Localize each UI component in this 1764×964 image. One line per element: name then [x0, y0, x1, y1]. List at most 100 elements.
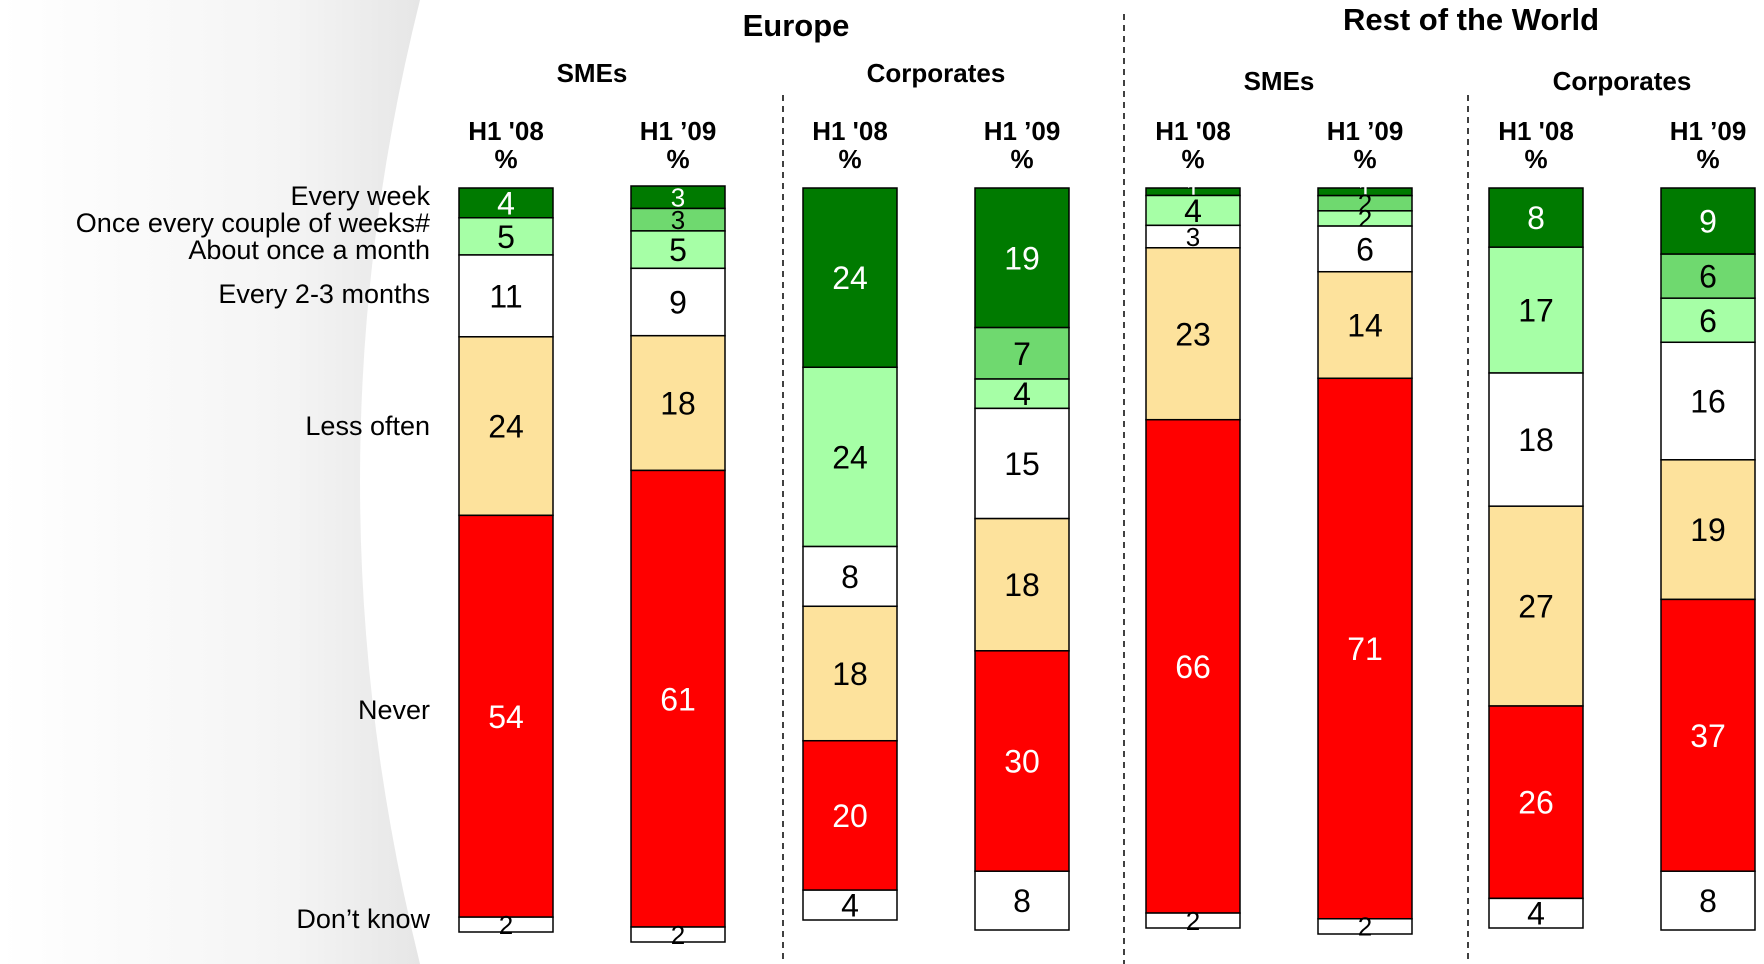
bar-segment — [802, 739, 898, 891]
data-label: 18 — [660, 386, 696, 422]
data-label: 30 — [1004, 744, 1040, 780]
row-label: Once every couple of weeks# — [76, 208, 430, 238]
bar-segment — [1660, 341, 1756, 461]
data-label: 5 — [669, 232, 687, 268]
segment-title: Corporates — [1553, 66, 1692, 96]
data-label: 8 — [1699, 883, 1717, 919]
bar-segment — [1145, 418, 1241, 914]
bar-segment — [458, 336, 554, 517]
row-label: Every week — [290, 181, 430, 211]
bar-segment — [974, 407, 1070, 520]
bar-segment — [974, 326, 1070, 380]
data-label: 66 — [1175, 649, 1211, 685]
bar-segment — [974, 517, 1070, 652]
data-label: 3 — [1186, 222, 1200, 252]
bar-segment — [1145, 912, 1241, 929]
data-label: 2 — [1358, 912, 1372, 942]
data-label: 24 — [488, 409, 524, 445]
bar-segment — [974, 378, 1070, 410]
data-label: 19 — [1004, 240, 1040, 276]
data-label: 23 — [1175, 316, 1211, 352]
bar-segment — [630, 230, 726, 270]
bar-segment — [630, 267, 726, 337]
data-label: 11 — [489, 278, 522, 314]
data-label: 9 — [669, 285, 687, 321]
bar-segment — [1488, 187, 1584, 248]
data-label: 61 — [660, 681, 696, 717]
bar-segment — [458, 514, 554, 918]
bar-segment — [802, 187, 898, 369]
column-header: H1 ’09 — [984, 116, 1061, 146]
data-label: 16 — [1690, 384, 1726, 420]
column-header: H1 '08 — [812, 116, 888, 146]
column-unit: % — [1696, 144, 1719, 174]
bar-segment — [1660, 870, 1756, 931]
column-unit: % — [1524, 144, 1547, 174]
bar-segment — [974, 870, 1070, 931]
column-header: H1 ’09 — [1327, 116, 1404, 146]
data-label: 26 — [1518, 785, 1554, 821]
bar-segment — [802, 366, 898, 548]
column-header: H1 '08 — [468, 116, 544, 146]
data-label: 18 — [1518, 422, 1554, 458]
bar-segment — [1660, 598, 1756, 872]
data-label: 4 — [1527, 896, 1545, 932]
bar-segment — [1145, 247, 1241, 421]
data-label: 24 — [832, 439, 868, 475]
bar-segment — [1145, 194, 1241, 227]
segment-title: SMEs — [557, 58, 628, 88]
bar-segment — [974, 650, 1070, 872]
bar-segment — [1317, 918, 1413, 935]
data-label: 6 — [1699, 259, 1717, 295]
data-label: 9 — [1699, 204, 1717, 240]
data-label: 8 — [841, 559, 859, 595]
bar-segment — [458, 187, 554, 219]
bar-segment — [458, 916, 554, 933]
data-label: 17 — [1518, 293, 1554, 329]
column-header: H1 '08 — [1155, 116, 1231, 146]
data-label: 18 — [832, 656, 868, 692]
data-label: 4 — [841, 888, 859, 924]
bar-segment — [1488, 897, 1584, 929]
data-label: 18 — [1004, 567, 1040, 603]
row-label: Never — [358, 695, 430, 725]
data-label: 3 — [671, 205, 685, 235]
row-label: About once a month — [188, 235, 430, 265]
data-label: 27 — [1518, 589, 1554, 625]
data-label: 71 — [1347, 631, 1383, 667]
column-unit: % — [1010, 144, 1033, 174]
data-label: 19 — [1690, 512, 1726, 548]
bar-segment — [802, 605, 898, 742]
data-label: 15 — [1004, 446, 1040, 482]
data-label: 24 — [832, 260, 868, 296]
column-unit: % — [1181, 144, 1204, 174]
data-label: 3 — [671, 183, 685, 213]
data-label: 2 — [671, 920, 685, 950]
data-label: 7 — [1013, 336, 1031, 372]
column-header: H1 ’09 — [640, 116, 717, 146]
bar-segment — [802, 889, 898, 921]
data-label: 4 — [1013, 376, 1031, 412]
region-title: Rest of the World — [1343, 2, 1599, 37]
bar-segment — [1317, 377, 1413, 920]
column-unit: % — [494, 144, 517, 174]
data-label: 20 — [832, 798, 868, 834]
data-label: 4 — [497, 185, 515, 221]
column-header: H1 '08 — [1498, 116, 1574, 146]
bar-segment — [1317, 225, 1413, 273]
data-label: 8 — [1527, 200, 1545, 236]
column-header: H1 ’09 — [1670, 116, 1747, 146]
segment-title: SMEs — [1244, 66, 1315, 96]
bar-segment — [1660, 253, 1756, 299]
row-label: Less often — [305, 411, 430, 441]
column-unit: % — [838, 144, 861, 174]
row-label: Every 2-3 months — [218, 279, 430, 309]
data-label: 6 — [1699, 303, 1717, 339]
bar-segment — [458, 217, 554, 256]
data-label: 2 — [499, 910, 513, 940]
data-label: 14 — [1347, 308, 1383, 344]
bar-segment — [974, 187, 1070, 329]
data-label: 6 — [1356, 231, 1374, 267]
